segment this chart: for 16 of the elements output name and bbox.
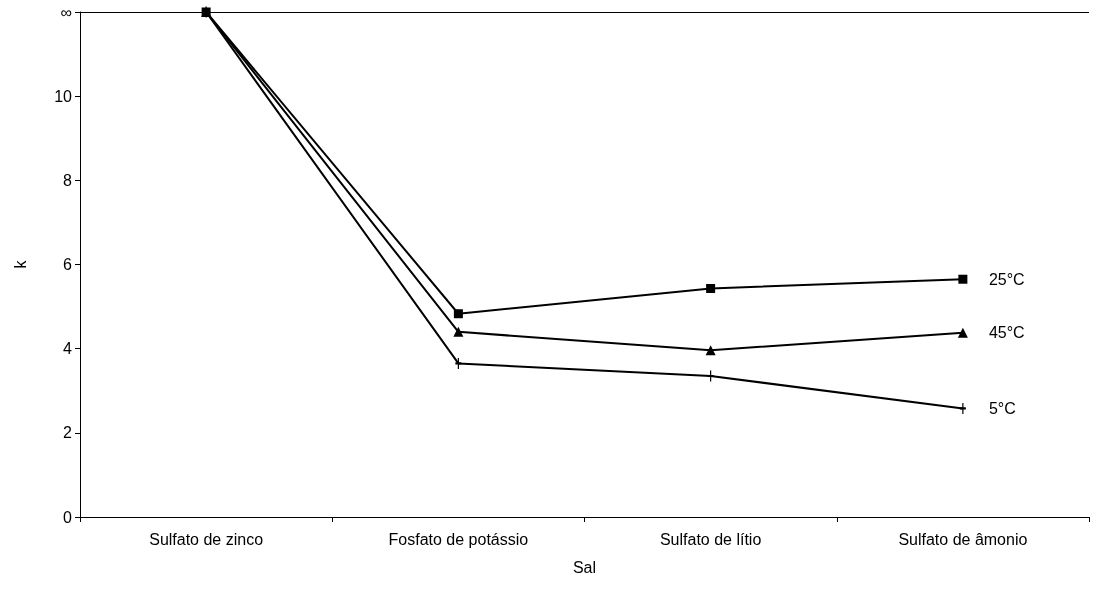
y-tick-label: 2 bbox=[63, 424, 73, 442]
y-tick-label: 10 bbox=[54, 87, 73, 105]
y-tick-label: 6 bbox=[63, 256, 73, 273]
x-tick-label: Sulfato de zinco bbox=[149, 530, 264, 548]
series-label: 5°C bbox=[988, 399, 1016, 417]
y-tick-label: 0 bbox=[63, 508, 73, 526]
y-tick-label: 4 bbox=[63, 340, 73, 358]
x-tick-label: Sulfato de âmonio bbox=[898, 530, 1028, 548]
y-axis-title: k bbox=[11, 259, 29, 269]
series-label: 45°C bbox=[988, 324, 1025, 342]
y-tick-label: ∞ bbox=[60, 3, 72, 21]
x-axis-title: Sal bbox=[572, 558, 597, 576]
series-label: 25°C bbox=[988, 270, 1025, 288]
x-tick-label: Sulfato de lítio bbox=[659, 530, 762, 548]
y-tick-label: 8 bbox=[63, 171, 73, 189]
x-tick-label: Fosfato de potássio bbox=[388, 530, 529, 548]
